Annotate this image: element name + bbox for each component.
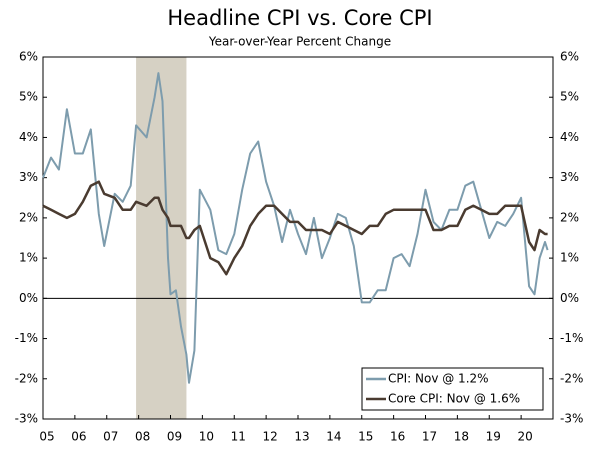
y-tick-label: -3% (15, 412, 38, 426)
x-tick-label: 09 (167, 430, 182, 444)
chart-subtitle: Year-over-Year Percent Change (208, 35, 391, 49)
recession-shade (136, 57, 187, 419)
y-tick-label: 5% (19, 90, 38, 104)
x-tick-label: 11 (231, 430, 246, 444)
y2-tick-label: 6% (560, 50, 579, 64)
series-line (42, 180, 548, 276)
plot-frame (42, 56, 554, 420)
legend-box (361, 367, 544, 411)
x-tick-label: 15 (358, 430, 373, 444)
y-tick-label: 0% (19, 291, 38, 305)
chart-title: Headline CPI vs. Core CPI (167, 6, 432, 30)
x-tick-label: 19 (486, 430, 501, 444)
legend-label: Core CPI: Nov @ 1.6% (388, 392, 520, 406)
y-tick-label: 2% (19, 210, 38, 224)
x-tick-label: 12 (262, 430, 277, 444)
x-tick-label: 17 (422, 430, 437, 444)
legend-label: CPI: Nov @ 1.2% (388, 372, 489, 386)
y2-tick-label: 3% (560, 170, 579, 184)
x-tick-label: 14 (326, 430, 341, 444)
y2-tick-label: 2% (560, 210, 579, 224)
y2-tick-label: -2% (560, 371, 583, 385)
y-tick-label: 3% (19, 170, 38, 184)
x-tick-label: 16 (390, 430, 405, 444)
x-tick-label: 18 (454, 430, 469, 444)
y2-tick-label: -3% (560, 412, 583, 426)
y-tick-label: 6% (19, 50, 38, 64)
y2-tick-label: -1% (560, 331, 583, 345)
x-tick-label: 05 (39, 430, 54, 444)
x-tick-label: 20 (517, 430, 532, 444)
series-line (42, 72, 549, 384)
y2-tick-label: 5% (560, 90, 579, 104)
x-tick-label: 13 (294, 430, 309, 444)
y-tick-label: -2% (15, 371, 38, 385)
y2-tick-label: 4% (560, 130, 579, 144)
x-tick-label: 06 (71, 430, 86, 444)
y-tick-label: -1% (15, 331, 38, 345)
x-tick-label: 10 (199, 430, 214, 444)
y2-tick-label: 0% (560, 291, 579, 305)
y-tick-label: 1% (19, 251, 38, 265)
x-tick-label: 07 (103, 430, 118, 444)
y2-tick-label: 1% (560, 251, 579, 265)
x-tick-label: 08 (135, 430, 150, 444)
y-tick-label: 4% (19, 130, 38, 144)
